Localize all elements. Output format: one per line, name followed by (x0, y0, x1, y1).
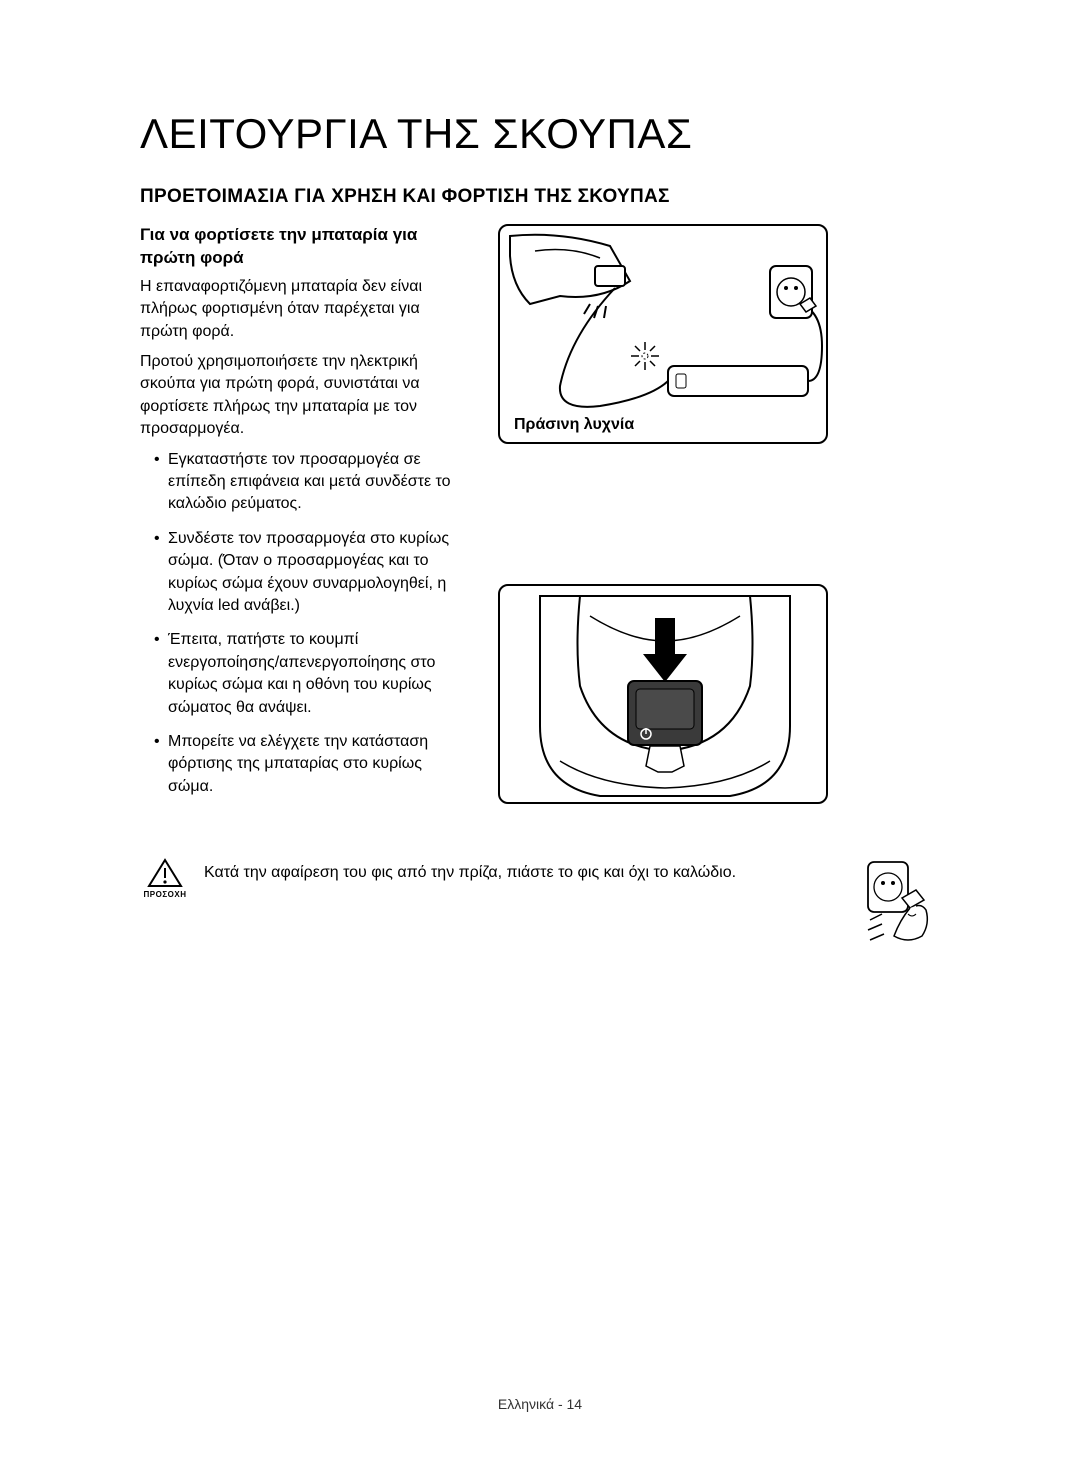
page: ΛΕΙΤΟΥΡΓΙΑ ΤΗΣ ΣΚΟΥΠΑΣ ΠΡΟΕΤΟΙΜΑΣΙΑ ΓΙΑ … (0, 0, 1080, 953)
two-column-layout: Για να φορτίσετε την μπαταρία για πρώτη … (140, 224, 950, 810)
warning-triangle-icon (147, 858, 183, 888)
right-column: Πράσινη λυχνία (498, 224, 950, 810)
figure-power-button (498, 584, 828, 804)
caution-figure (860, 858, 950, 953)
page-footer: Ελληνικά - 14 (0, 1396, 1080, 1412)
bullet-item: Συνδέστε τον προσαρμογέα στο κυρίως σώμα… (154, 528, 470, 618)
figure-caption: Πράσινη λυχνία (514, 416, 634, 434)
figure-charging: Πράσινη λυχνία (498, 224, 828, 444)
charging-illustration-icon (500, 226, 828, 444)
caution-label: ΠΡΟΣΟΧΗ (144, 890, 187, 899)
left-column: Για να φορτίσετε την μπαταρία για πρώτη … (140, 224, 470, 810)
page-title: ΛΕΙΤΟΥΡΓΙΑ ΤΗΣ ΣΚΟΥΠΑΣ (140, 110, 950, 158)
section-heading: ΠΡΟΕΤΟΙΜΑΣΙΑ ΓΙΑ ΧΡΗΣΗ ΚΑΙ ΦΟΡΤΙΣΗ ΤΗΣ Σ… (140, 186, 950, 208)
bullet-item: Μπορείτε να ελέγχετε την κατάσταση φόρτι… (154, 731, 470, 798)
bullet-item: Εγκαταστήστε τον προσαρμογέα σε επίπεδη … (154, 449, 470, 516)
paragraph-2: Προτού χρησιμοποιήσετε την ηλεκτρική σκο… (140, 351, 470, 441)
unplug-illustration-icon (860, 858, 940, 948)
bullet-list: Εγκαταστήστε τον προσαρμογέα σε επίπεδη … (140, 449, 470, 798)
sub-heading: Για να φορτίσετε την μπαταρία για πρώτη … (140, 224, 470, 270)
caution-text: Κατά την αφαίρεση του φις από την πρίζα,… (204, 858, 846, 884)
power-button-illustration-icon (500, 586, 828, 804)
caution-icon-block: ΠΡΟΣΟΧΗ (140, 858, 190, 899)
bullet-item: Έπειτα, πατήστε το κουμπί ενεργοποίησης/… (154, 629, 470, 719)
caution-row: ΠΡΟΣΟΧΗ Κατά την αφαίρεση του φις από τη… (140, 858, 950, 953)
paragraph-1: Η επαναφορτιζόμενη μπαταρία δεν είναι πλ… (140, 276, 470, 343)
